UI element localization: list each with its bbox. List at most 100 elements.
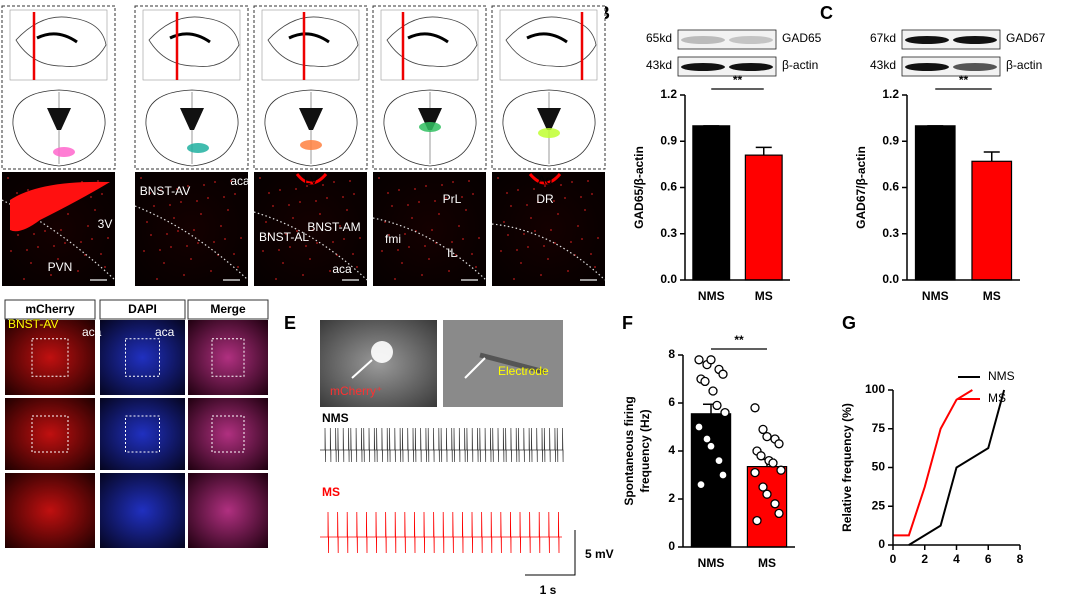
cell-dot xyxy=(282,262,284,264)
blot-strip xyxy=(901,29,1001,50)
y-tick-label: 0.9 xyxy=(660,133,677,147)
arrow xyxy=(464,357,486,379)
cell-dot xyxy=(183,274,185,276)
image-label: Electrode xyxy=(498,364,549,378)
sagittal-ventricle xyxy=(288,32,330,44)
cell-dot xyxy=(516,249,518,251)
x-tick-label: NMS xyxy=(698,556,725,570)
blot-band xyxy=(729,63,773,71)
cell-dot xyxy=(500,250,502,252)
cell-dot xyxy=(448,270,450,272)
cell-dot xyxy=(17,234,19,236)
sagittal-ventricle xyxy=(36,32,78,44)
cell-dot xyxy=(285,233,287,235)
data-point xyxy=(770,499,780,509)
micrograph xyxy=(100,473,185,548)
cell-dot xyxy=(378,177,380,179)
target-region xyxy=(187,143,209,153)
cell-dot xyxy=(510,205,512,207)
cell-dot xyxy=(557,213,559,215)
cell-dot xyxy=(398,189,400,191)
cell-dot xyxy=(227,209,229,211)
data-point xyxy=(776,465,786,475)
cell-dot xyxy=(153,205,155,207)
cell-dot xyxy=(26,249,28,251)
ventricle-mark xyxy=(295,173,328,185)
cell-dot xyxy=(537,201,539,203)
coronal-outline xyxy=(145,89,239,167)
y-tick-label: 0 xyxy=(668,539,675,553)
sagittal-ventricle xyxy=(169,32,211,44)
target-region xyxy=(419,122,441,132)
cell-dot xyxy=(359,237,361,239)
coronal-ventricle xyxy=(537,108,561,130)
cell-dot xyxy=(571,181,573,183)
y-tick-label: 75 xyxy=(872,421,886,435)
y-tick-label: 100 xyxy=(865,382,885,396)
cell-dot xyxy=(275,278,277,280)
header-box xyxy=(4,299,96,320)
region-label: fmi xyxy=(385,232,401,246)
blot-band xyxy=(681,63,725,71)
atlas-sagittal-frame xyxy=(261,9,360,81)
cell-dot xyxy=(302,274,304,276)
cell-dot xyxy=(458,225,460,227)
cell-dot xyxy=(590,253,592,255)
sagittal-outline xyxy=(505,16,597,67)
cell-dot xyxy=(295,188,297,190)
y-tick-label: 0.6 xyxy=(882,180,899,194)
cell-dot xyxy=(177,230,179,232)
bar xyxy=(690,413,732,548)
cell-dot xyxy=(352,253,354,255)
blot-marker: 65kd xyxy=(646,31,672,45)
fluorescence-image xyxy=(135,172,248,286)
y-axis-label: Spontaneous firing xyxy=(622,396,636,505)
cell-dot xyxy=(339,225,341,227)
cell-dot xyxy=(213,241,215,243)
cell-dot xyxy=(475,266,477,268)
region-label: BNST-AV xyxy=(140,184,190,198)
region-label: LV xyxy=(304,173,318,187)
y-tick-label: 6 xyxy=(668,395,675,409)
y-axis-label: Relative frequency (%) xyxy=(840,403,854,532)
cell-dot xyxy=(87,225,89,227)
cell-dot xyxy=(401,262,403,264)
cell-dot xyxy=(333,181,335,183)
atlas-box xyxy=(1,5,116,170)
cell-dot xyxy=(472,193,474,195)
blot-strip xyxy=(677,56,777,77)
cell-glow xyxy=(371,341,393,363)
y-tick-label: 8 xyxy=(668,347,675,361)
sagittal-outline xyxy=(15,16,107,67)
cell-dot xyxy=(329,270,331,272)
trace-label: MS xyxy=(322,485,340,499)
micrograph xyxy=(188,320,268,395)
cell-dot xyxy=(190,258,192,260)
y-tick-label: 25 xyxy=(872,498,886,512)
cell-dot xyxy=(408,246,410,248)
cell-dot xyxy=(268,192,270,194)
cell-dot xyxy=(591,193,593,195)
blot-band xyxy=(953,63,997,71)
cell-dot xyxy=(90,196,92,198)
x-tick-label: NMS xyxy=(922,289,949,303)
cell-dot xyxy=(407,204,409,206)
coronal-ventricle xyxy=(180,108,204,130)
cell-dot xyxy=(7,177,9,179)
cell-dot xyxy=(237,266,239,268)
cell-dot xyxy=(288,204,290,206)
data-point xyxy=(714,455,724,466)
cell-dot xyxy=(265,221,267,223)
micrograph xyxy=(5,398,95,470)
coronal-outline xyxy=(12,89,106,167)
cell-dot xyxy=(60,229,62,231)
cell-dot xyxy=(445,197,447,199)
data-point xyxy=(720,407,730,418)
data-point xyxy=(694,355,704,365)
y-tick-label: 0.6 xyxy=(660,180,677,194)
cell-dot xyxy=(452,181,454,183)
coronal-outline xyxy=(383,89,477,167)
data-point xyxy=(706,441,716,451)
column-header: mCherry xyxy=(25,302,75,316)
cell-dot xyxy=(397,249,399,251)
